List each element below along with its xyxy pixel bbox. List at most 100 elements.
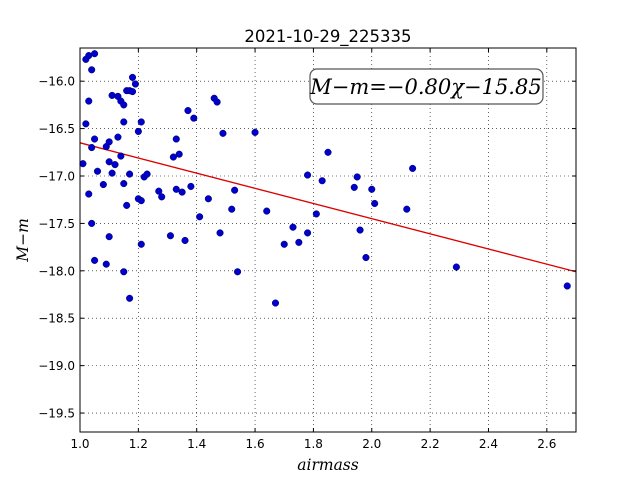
data-point: [91, 135, 99, 143]
data-point: [368, 185, 376, 193]
data-point: [85, 97, 93, 105]
data-point: [356, 226, 364, 234]
data-point: [350, 183, 358, 191]
data-point: [85, 190, 93, 198]
data-point: [131, 80, 139, 88]
data-point: [88, 144, 96, 152]
y-axis-label: M−m: [14, 218, 32, 263]
fit-annotation: M−m=−0.80χ−15.85: [309, 68, 544, 105]
x-axis-label: airmass: [297, 456, 359, 474]
data-point: [108, 91, 116, 99]
data-point: [88, 66, 96, 74]
x-tick-label: 1.8: [304, 437, 323, 451]
data-point: [318, 177, 326, 185]
data-point: [111, 161, 119, 169]
y-tick-label: −16.0: [38, 75, 75, 89]
x-tick-label: 1.6: [246, 437, 265, 451]
y-tick-label: −19.0: [38, 359, 75, 373]
data-point: [105, 233, 113, 241]
data-point: [409, 164, 417, 172]
annotation-text: M−m=−0.80χ−15.85: [309, 75, 541, 99]
data-point: [228, 205, 236, 213]
y-tick-label: −16.5: [38, 122, 75, 136]
data-point: [204, 195, 212, 203]
x-tick-label: 2.2: [421, 437, 440, 451]
data-point: [196, 213, 204, 221]
data-point: [169, 153, 177, 161]
data-point: [88, 219, 96, 227]
data-point: [143, 170, 151, 178]
data-point: [120, 118, 128, 126]
x-tick-label: 1.2: [129, 437, 148, 451]
fit-line-group: [79, 142, 577, 273]
data-point: [403, 205, 411, 213]
data-points: [79, 50, 571, 307]
data-point: [178, 188, 186, 196]
data-point: [158, 193, 166, 201]
data-point: [289, 223, 297, 231]
plot-frame: [79, 47, 577, 433]
data-point: [181, 236, 189, 245]
annotation-box: [309, 68, 544, 105]
data-point: [79, 160, 87, 168]
data-point: [155, 187, 163, 195]
data-point: [295, 238, 303, 246]
x-tick-labels: 1.0 1.2 1.4 1.6 1.8 2.0 2.2 2.4 2.6: [70, 437, 556, 451]
data-point: [137, 118, 145, 126]
data-point: [304, 229, 312, 237]
data-point: [82, 120, 90, 128]
y-tick-labels: −16.0 −16.5 −17.0 −17.5 −18.0 −18.5 −19.0 −19.5: [38, 75, 75, 421]
y-tick-label: −17.5: [38, 217, 75, 231]
y-tick-label: −17.0: [38, 170, 75, 184]
data-point: [120, 101, 128, 109]
chart-title: 2021-10-29_225335: [244, 27, 411, 47]
plot-area: [80, 48, 576, 432]
axis-ticks: [79, 48, 576, 432]
data-point: [102, 260, 110, 268]
data-point: [166, 232, 174, 240]
data-point: [251, 128, 259, 136]
x-tick-label: 2.4: [479, 437, 498, 451]
data-point: [219, 129, 227, 137]
x-tick-label: 2.0: [362, 437, 381, 451]
data-point: [187, 182, 195, 190]
x-tick-label: 1.4: [187, 437, 206, 451]
data-point: [563, 282, 571, 290]
y-tick-label: −19.5: [38, 407, 75, 421]
data-point: [91, 256, 99, 264]
y-tick-label: −18.0: [38, 264, 75, 278]
data-point: [91, 50, 99, 58]
data-point: [353, 173, 361, 181]
data-point: [213, 98, 221, 106]
data-point: [324, 148, 332, 156]
data-point: [93, 167, 102, 175]
data-point: [117, 152, 125, 160]
data-point: [172, 135, 180, 143]
data-point: [216, 229, 224, 237]
data-point: [271, 299, 280, 307]
data-point: [120, 268, 128, 276]
data-point: [137, 197, 145, 205]
data-point: [126, 170, 134, 178]
data-point: [137, 240, 145, 248]
data-point: [362, 253, 370, 262]
data-point: [105, 158, 113, 166]
data-point: [128, 73, 137, 81]
data-point: [184, 107, 192, 115]
data-point: [231, 186, 239, 194]
x-tick-label: 1.0: [70, 437, 89, 451]
data-point: [105, 138, 113, 146]
data-point: [114, 133, 122, 141]
fit-line: [79, 142, 577, 273]
data-point: [452, 263, 460, 271]
data-point: [175, 150, 183, 158]
data-point: [190, 114, 198, 122]
y-tick-label: −18.5: [38, 312, 75, 326]
data-point: [123, 201, 131, 209]
data-point: [134, 127, 142, 135]
x-tick-label: 2.6: [537, 437, 556, 451]
data-point: [120, 180, 128, 188]
data-point: [280, 240, 288, 248]
data-point: [304, 171, 312, 179]
